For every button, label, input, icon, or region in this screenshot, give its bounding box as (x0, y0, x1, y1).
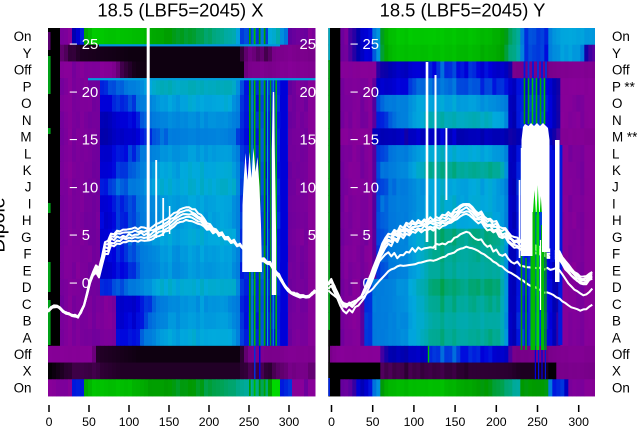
svg-text:150: 150 (159, 415, 180, 429)
svg-text:18.5 (LBF5=2045) Y: 18.5 (LBF5=2045) Y (380, 0, 546, 21)
svg-text:C: C (22, 297, 32, 312)
svg-text:Off: Off (612, 347, 630, 362)
svg-text:On: On (14, 29, 32, 44)
svg-text:I: I (28, 196, 32, 211)
svg-text:A: A (612, 330, 621, 345)
svg-text:D: D (22, 280, 32, 295)
svg-text:100: 100 (119, 415, 140, 429)
svg-text:Y: Y (23, 46, 32, 61)
svg-text:250: 250 (527, 415, 548, 429)
svg-text:A: A (23, 330, 32, 345)
svg-text:J: J (612, 180, 619, 195)
svg-text:− 15: − 15 (69, 133, 98, 149)
svg-text:− 0: − 0 (69, 276, 90, 292)
svg-text:100: 100 (404, 415, 425, 429)
svg-text:O: O (21, 96, 31, 111)
svg-text:10: 10 (300, 180, 316, 196)
svg-text:B: B (612, 314, 621, 329)
svg-text:P **: P ** (612, 79, 635, 94)
svg-text:N: N (22, 113, 32, 128)
svg-text:− 0: − 0 (350, 276, 371, 292)
svg-text:− 20: − 20 (69, 85, 98, 101)
svg-text:20: 20 (300, 85, 316, 101)
svg-text:5: 5 (308, 228, 316, 244)
svg-text:L: L (24, 146, 31, 161)
svg-text:F: F (23, 247, 31, 262)
svg-text:On: On (14, 380, 32, 395)
svg-text:H: H (22, 213, 32, 228)
svg-text:B: B (23, 314, 32, 329)
svg-text:− 15: − 15 (350, 133, 379, 149)
svg-text:0: 0 (46, 415, 53, 429)
svg-text:On: On (612, 380, 630, 395)
svg-text:X: X (23, 364, 32, 379)
svg-text:0: 0 (328, 415, 335, 429)
svg-text:K: K (612, 163, 621, 178)
svg-text:J: J (25, 180, 32, 195)
svg-text:18.5 (LBF5=2045) X: 18.5 (LBF5=2045) X (97, 0, 263, 21)
svg-text:I: I (612, 196, 616, 211)
svg-text:200: 200 (486, 415, 507, 429)
svg-text:− 20: − 20 (350, 85, 379, 101)
svg-text:150: 150 (445, 415, 466, 429)
svg-text:50: 50 (82, 415, 96, 429)
svg-text:15: 15 (300, 133, 316, 149)
svg-text:G: G (21, 230, 31, 245)
svg-text:Off: Off (14, 347, 32, 362)
svg-text:Off: Off (14, 63, 32, 78)
svg-text:D: D (612, 280, 622, 295)
svg-text:− 5: − 5 (350, 228, 371, 244)
svg-text:L: L (612, 146, 619, 161)
svg-text:E: E (612, 263, 621, 278)
svg-text:Y: Y (612, 46, 621, 61)
svg-text:K: K (23, 163, 32, 178)
svg-text:C: C (612, 297, 622, 312)
svg-text:300: 300 (568, 415, 589, 429)
svg-text:− 25: − 25 (350, 37, 379, 53)
svg-text:250: 250 (239, 415, 260, 429)
svg-text:G: G (612, 230, 622, 245)
svg-text:P: P (23, 79, 32, 94)
svg-text:− 25: − 25 (69, 37, 98, 53)
svg-text:N: N (612, 113, 622, 128)
svg-text:− 5: − 5 (69, 228, 90, 244)
svg-text:E: E (23, 263, 32, 278)
svg-text:− 10: − 10 (69, 180, 98, 196)
svg-text:25: 25 (300, 37, 316, 53)
svg-text:H: H (612, 213, 622, 228)
svg-text:300: 300 (279, 415, 300, 429)
svg-text:50: 50 (366, 415, 380, 429)
svg-text:M **: M ** (612, 130, 637, 145)
svg-text:− 10: − 10 (350, 180, 379, 196)
svg-text:O: O (612, 96, 622, 111)
svg-text:Dipole: Dipole (0, 197, 10, 252)
svg-text:200: 200 (199, 415, 220, 429)
svg-text:Off: Off (612, 63, 630, 78)
svg-text:X: X (612, 364, 621, 379)
svg-text:F: F (612, 247, 620, 262)
svg-text:M: M (20, 130, 31, 145)
svg-text:On: On (612, 29, 630, 44)
